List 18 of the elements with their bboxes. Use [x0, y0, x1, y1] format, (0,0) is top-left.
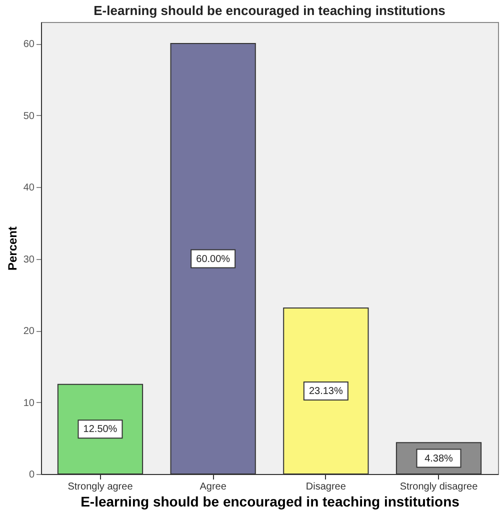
y-axis-title: Percent	[5, 226, 20, 271]
x-axis-title: E-learning should be encouraged in teaching institutions	[80, 494, 460, 510]
chart-title: E-learning should be encouraged in teaching institutions	[94, 3, 446, 18]
data-label: 60.00%	[196, 254, 230, 265]
y-tick-label: 60	[23, 39, 35, 50]
x-tick-label: Agree	[200, 482, 227, 492]
data-label: 4.38%	[424, 453, 454, 464]
data-label: 12.50%	[83, 424, 118, 436]
x-tick-label: Strongly disagree	[400, 482, 478, 492]
y-tick-label: 50	[23, 110, 35, 122]
y-tick-label: 20	[23, 326, 35, 338]
y-tick-label: 0	[28, 470, 35, 480]
x-tick-label: Strongly agree	[68, 482, 134, 492]
y-tick-label: 40	[23, 182, 35, 194]
x-tick-label: Disagree	[306, 482, 346, 492]
y-tick-label: 30	[23, 254, 35, 266]
y-tick-label: 10	[23, 398, 35, 409]
data-label: 23.13%	[308, 386, 343, 398]
